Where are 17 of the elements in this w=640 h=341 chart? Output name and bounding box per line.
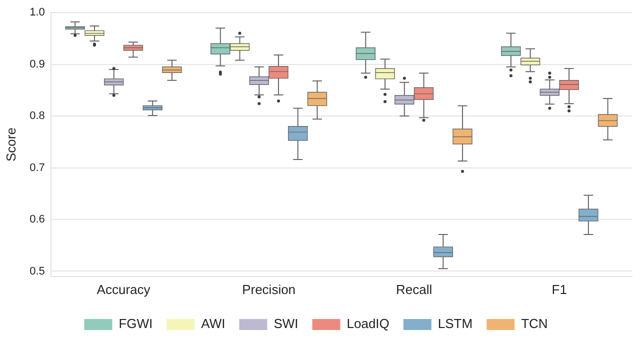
y-axis-title: Score (3, 128, 18, 162)
y-tick-label: 0.5 (30, 265, 45, 278)
y-tick-label: 0.8 (30, 110, 45, 122)
x-tick-label: F1 (552, 282, 567, 297)
x-tick-label: Precision (242, 282, 296, 297)
legend-label: LoadIQ (346, 316, 390, 332)
y-tick-label: 1.0 (30, 6, 45, 19)
legend-label: AWI (201, 316, 226, 332)
y-tick-label: 0.7 (30, 162, 45, 174)
legend-label: LSTM (438, 316, 473, 332)
x-tick-label: Recall (396, 282, 432, 297)
legend-label: FGWI (118, 316, 153, 332)
y-tick-label: 0.9 (30, 58, 45, 70)
y-tick-label: 0.6 (30, 214, 45, 226)
legend-label: TCN (521, 316, 548, 332)
legend-label: SWI (274, 316, 298, 332)
x-tick-label: Accuracy (96, 282, 151, 297)
